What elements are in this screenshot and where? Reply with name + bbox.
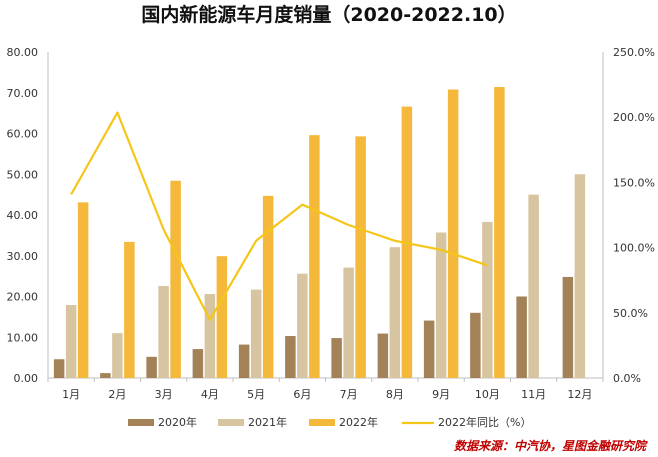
bar-2022年 — [309, 135, 320, 378]
legend: 2020年 2021年 2022年 2022年同比（%） — [128, 415, 531, 429]
y-left-tick-label: 40.00 — [7, 209, 39, 222]
bar-2020年 — [146, 356, 157, 378]
bar-2020年 — [53, 359, 65, 378]
y-left-tick-label: 70.00 — [7, 87, 39, 100]
y-right-tick-label: 0.0% — [613, 372, 641, 385]
y-left-tick-label: 50.00 — [7, 168, 39, 181]
bar-2020年 — [377, 333, 389, 378]
bar-2021年 — [482, 221, 493, 378]
legend-label: 2020年 — [158, 415, 197, 429]
bar-2020年 — [470, 312, 481, 378]
legend-label: 2022年 — [339, 415, 378, 429]
bar-2022年 — [447, 89, 459, 379]
y-right-tick-label: 50.0% — [613, 307, 648, 320]
tick-labels: 0.00 10.00 20.00 30.00 40.00 50.00 60.00 70.00 8… — [7, 46, 655, 401]
legend-swatch-2021年 — [218, 419, 244, 426]
bar-2021年 — [158, 285, 169, 378]
x-tick-label: 1月 — [62, 388, 80, 401]
yoy-line-series — [70, 111, 488, 321]
x-tick-label: 12月 — [567, 388, 592, 401]
bar-2021年 — [574, 174, 586, 378]
bar-2021年 — [204, 294, 216, 378]
x-tick-label: 10月 — [475, 388, 500, 401]
bar-2020年 — [238, 344, 250, 378]
y-right-tick-label: 250.0% — [613, 46, 655, 59]
bar-2020年 — [192, 349, 204, 378]
y-left-tick-label: 20.00 — [7, 291, 39, 304]
y-right-tick-label: 150.0% — [613, 176, 655, 189]
bar-2021年 — [250, 289, 262, 378]
bar-2022年 — [124, 241, 135, 378]
bar-2020年 — [285, 336, 296, 378]
bar-2020年 — [423, 320, 435, 378]
bar-2021年 — [112, 333, 123, 378]
y-right-tick-label: 200.0% — [613, 111, 655, 124]
x-tick-label: 5月 — [247, 388, 265, 401]
bar-2020年 — [516, 296, 527, 378]
y-left-tick-label: 30.00 — [7, 250, 39, 263]
bar-2020年 — [331, 338, 342, 378]
legend-swatch-2022年 — [309, 419, 335, 426]
bar-2021年 — [528, 194, 539, 378]
bar-series — [53, 87, 586, 379]
legend-swatch-2020年 — [128, 419, 154, 426]
y-left-tick-label: 60.00 — [7, 128, 39, 141]
legend-label: 2022年同比（%） — [438, 415, 531, 429]
x-tick-label: 7月 — [340, 388, 358, 401]
bar-2021年 — [65, 305, 77, 378]
x-tick-label: 8月 — [386, 388, 404, 401]
legend-label: 2021年 — [248, 415, 287, 429]
y-right-tick-label: 100.0% — [613, 242, 655, 255]
bar-2021年 — [435, 232, 447, 378]
y-left-tick-label: 0.00 — [14, 372, 39, 385]
bar-2021年 — [343, 267, 354, 378]
bar-2022年 — [355, 136, 366, 378]
bar-2020年 — [562, 276, 574, 378]
line-yoy-2022 — [70, 111, 488, 321]
bar-2022年 — [77, 202, 89, 378]
bar-2020年 — [100, 373, 111, 378]
source-note: 数据来源：中汽协，星图金融研究院 — [454, 439, 648, 453]
bar-2022年 — [262, 195, 274, 378]
x-tick-label: 11月 — [521, 388, 546, 401]
bar-2021年 — [297, 273, 308, 378]
x-tick-label: 2月 — [108, 388, 126, 401]
x-tick-label: 6月 — [293, 388, 311, 401]
x-tick-label: 3月 — [155, 388, 173, 401]
bar-2022年 — [170, 180, 181, 378]
axes — [47, 52, 604, 382]
bar-2022年 — [216, 256, 228, 378]
x-tick-label: 4月 — [201, 388, 219, 401]
y-left-tick-label: 80.00 — [7, 46, 39, 59]
y-left-tick-label: 10.00 — [7, 331, 39, 344]
bar-2021年 — [389, 247, 401, 378]
chart-title: 国内新能源车月度销量（2020-2022.10） — [141, 3, 516, 26]
bar-2022年 — [494, 87, 505, 379]
x-tick-label: 9月 — [432, 388, 450, 401]
